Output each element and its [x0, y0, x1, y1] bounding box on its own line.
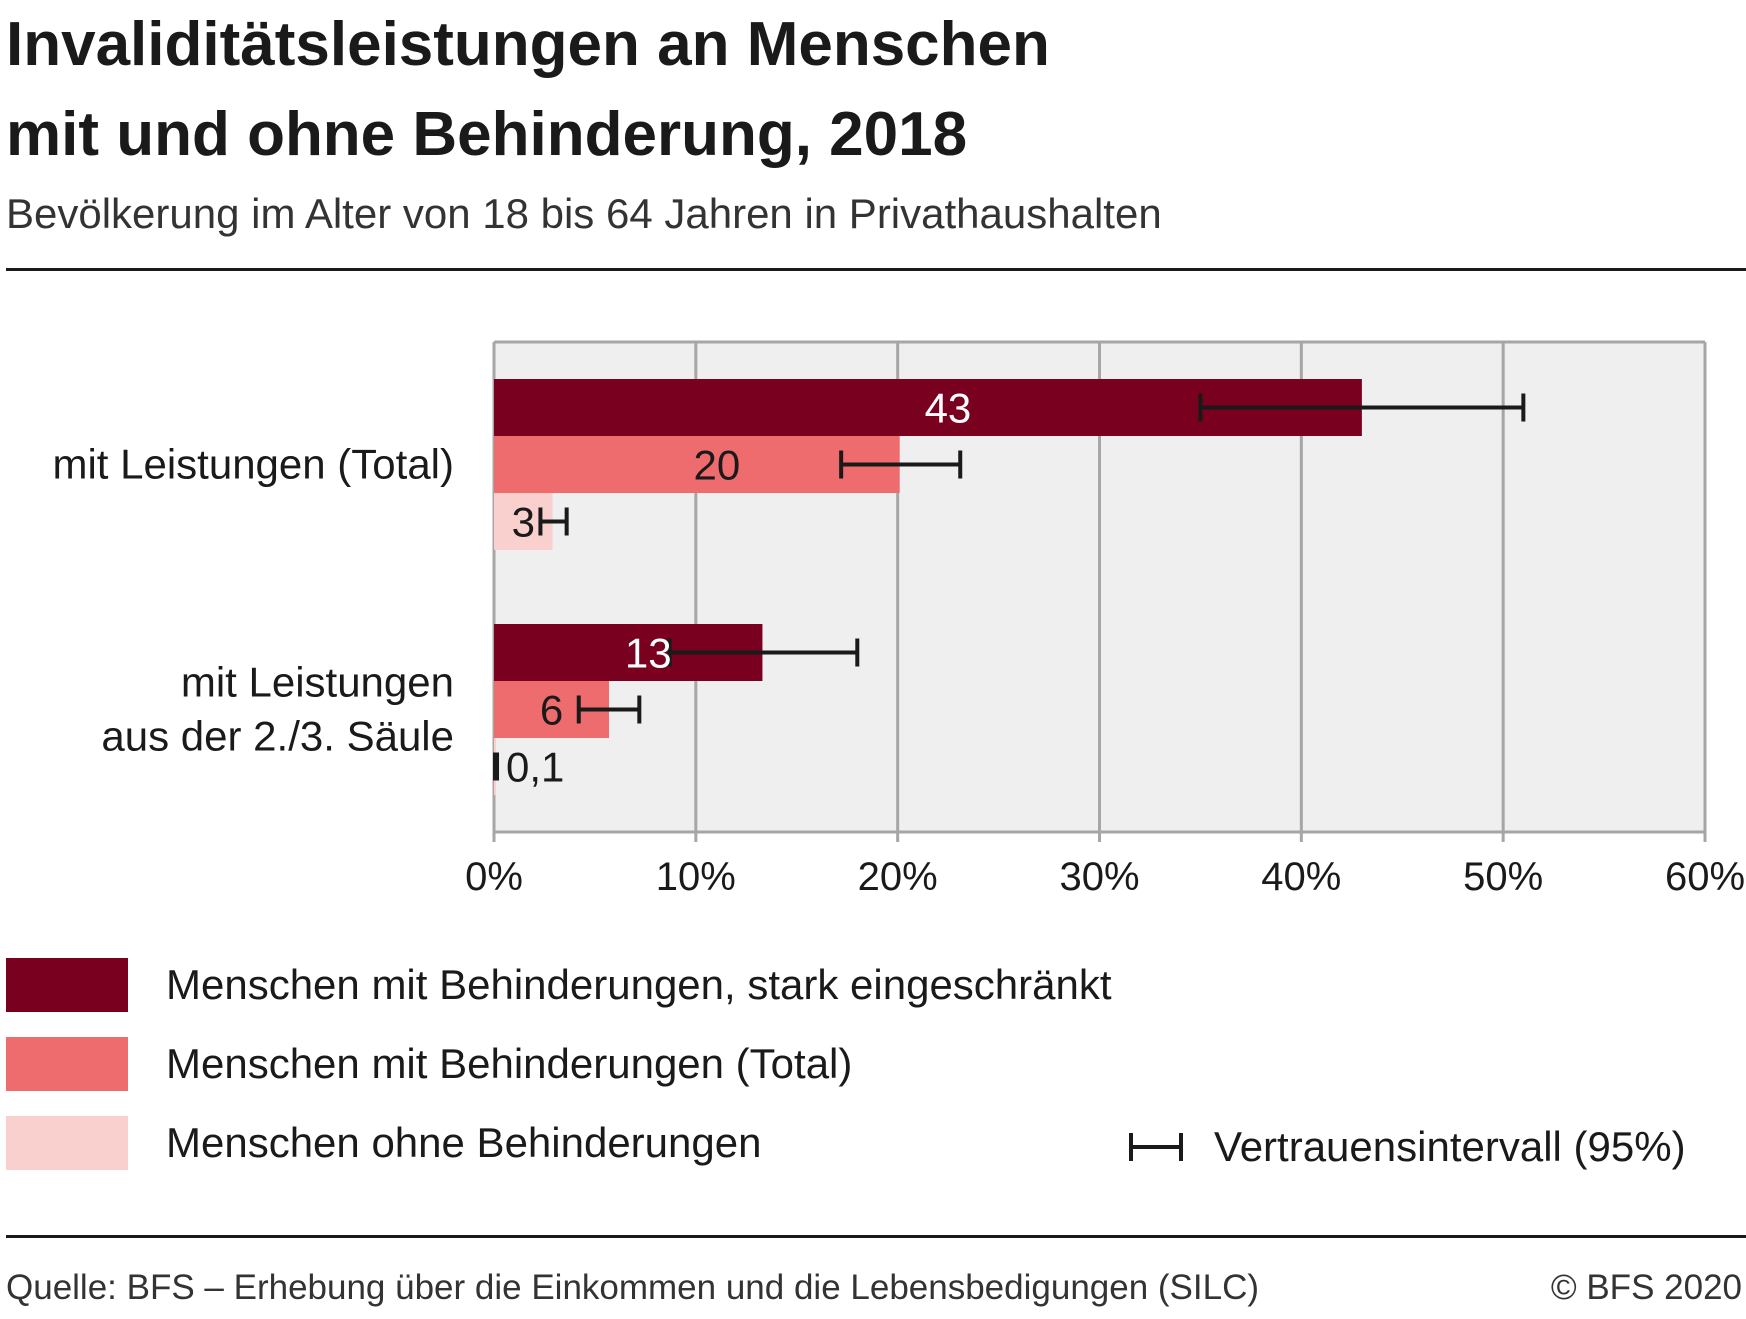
copyright-note: © BFS 2020 [1550, 1268, 1742, 1307]
legend-swatch-severe [6, 958, 128, 1012]
x-tick-label-50: 50% [1463, 855, 1543, 899]
legend-item-severe: Menschen mit Behinderungen, stark einges… [6, 957, 1112, 1013]
legend-swatch-non-disabled [6, 1116, 128, 1170]
legend-label-severe: Menschen mit Behinderungen, stark einges… [166, 961, 1112, 1008]
x-tick-label-60: 60% [1665, 855, 1745, 899]
x-tick-label-10: 10% [656, 855, 736, 899]
data-label-s2-g1: 0,1 [506, 744, 564, 791]
legend-swatch-disabled-total [6, 1037, 128, 1091]
x-tick-label-30: 30% [1059, 855, 1139, 899]
title-line-2: mit und ohne Behinderung, 2018 [6, 100, 968, 169]
top-divider [6, 268, 1746, 271]
legend-item-non-disabled: Menschen ohne Behinderungen [6, 1115, 761, 1171]
title-line-1: Invaliditätsleistungen an Menschen [6, 10, 1050, 79]
confidence-interval-icon [1129, 1133, 1183, 1161]
category-label-1-line-1: aus der 2./3. Säule [101, 713, 454, 760]
category-label-1-line-0: mit Leistungen [181, 659, 454, 706]
data-label-s2-g0: 3 [512, 499, 535, 546]
bar-chart: 0% 10% 20% 30% 40% 50% 60% 43 20 3 mit Leistungen … [52, 340, 1745, 899]
data-label-s1-g0: 20 [693, 442, 740, 489]
x-tick-label-20: 20% [858, 855, 938, 899]
bar-s1-g0 [494, 436, 900, 493]
x-tick-label-0: 0% [465, 855, 523, 899]
data-label-s1-g1: 6 [540, 687, 563, 734]
chart-subtitle: Bevölkerung im Alter von 18 bis 64 Jahre… [6, 190, 1162, 237]
legend-label-confidence-interval: Vertrauensintervall (95%) [1214, 1123, 1686, 1170]
legend-label-disabled-total: Menschen mit Behinderungen (Total) [166, 1040, 853, 1087]
legend-item-disabled-total: Menschen mit Behinderungen (Total) [6, 1036, 852, 1092]
chart-title: Invaliditätsleistungen an Menschen mit u… [6, 0, 1306, 180]
legend-label-non-disabled: Menschen ohne Behinderungen [166, 1119, 762, 1166]
legend-item-confidence-interval: Vertrauensintervall (95%) [1128, 1118, 1686, 1176]
bottom-divider [6, 1235, 1746, 1238]
data-label-s0-g0: 43 [925, 385, 972, 432]
data-label-s0-g1: 13 [625, 630, 672, 677]
x-tick-label-40: 40% [1261, 855, 1341, 899]
category-label-0-line-0: mit Leistungen (Total) [52, 441, 454, 488]
source-note: Quelle: BFS – Erhebung über die Einkomme… [6, 1268, 1260, 1307]
